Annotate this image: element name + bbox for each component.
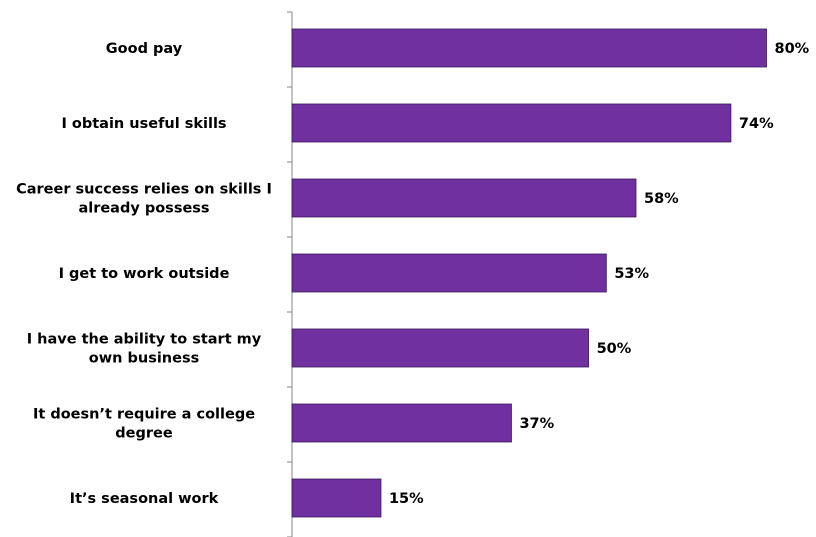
value-label: 80% [775, 41, 810, 57]
category-label: Good pay [106, 41, 183, 57]
category-labels-group: Good pay I obtain useful skills Career suc… [16, 41, 272, 507]
bars-group [291, 28, 767, 518]
value-label: 50% [597, 341, 632, 357]
value-label: 58% [644, 191, 679, 207]
bar [291, 103, 732, 143]
bar [291, 178, 637, 218]
category-axis [287, 11, 293, 537]
bar [291, 253, 607, 293]
value-label: 37% [519, 416, 554, 432]
bar [291, 328, 589, 368]
value-label: 74% [739, 116, 774, 132]
bar [291, 403, 512, 443]
bar [291, 28, 767, 68]
category-label: It’s seasonal work [70, 491, 219, 507]
value-label: 15% [389, 491, 424, 507]
bar [291, 478, 382, 518]
category-label: I obtain useful skills [61, 116, 226, 132]
value-labels-group: 80% 74% 58% 53% 50% 37% 15% [389, 41, 810, 507]
category-label: It doesn’t require a college degree [33, 407, 255, 442]
value-label: 53% [614, 266, 649, 282]
category-label: I get to work outside [59, 266, 230, 282]
category-label: I have the ability to start my own busine… [27, 332, 262, 367]
